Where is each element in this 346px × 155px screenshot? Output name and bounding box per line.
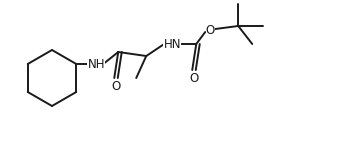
Text: O: O: [111, 80, 121, 93]
Text: HN: HN: [164, 38, 181, 51]
Text: O: O: [206, 24, 215, 36]
Text: NH: NH: [88, 58, 105, 71]
Text: O: O: [189, 71, 199, 84]
